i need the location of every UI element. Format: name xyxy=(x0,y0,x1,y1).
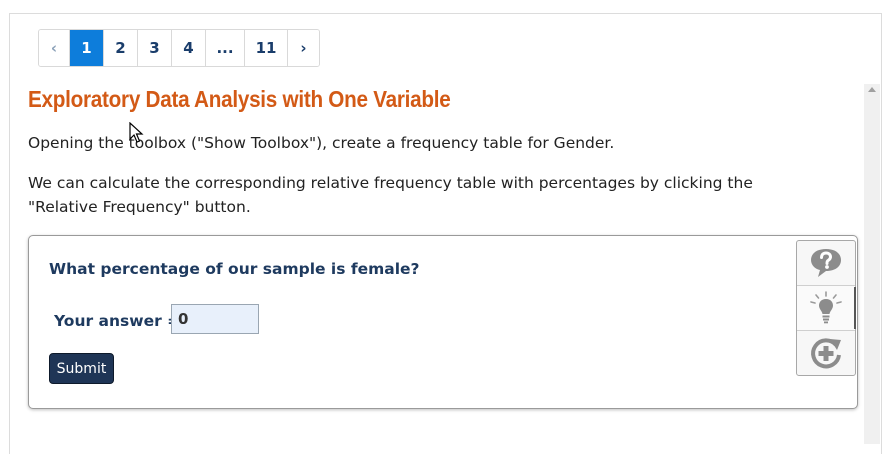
question-box: What percentage of our sample is female?… xyxy=(28,235,858,409)
page-3-button[interactable]: 3 xyxy=(138,30,172,66)
submit-button[interactable]: Submit xyxy=(49,353,114,384)
retry-button[interactable] xyxy=(797,331,855,375)
question-tools-panel xyxy=(796,240,856,376)
answer-label: Your answer = xyxy=(54,312,181,330)
page-4-button[interactable]: 4 xyxy=(172,30,206,66)
mouse-cursor-icon xyxy=(129,122,144,143)
page-1-button[interactable]: 1 xyxy=(70,30,104,66)
instruction-paragraph-1: Opening the toolbox ("Show Toolbox"), cr… xyxy=(28,134,615,152)
page-11-button[interactable]: 11 xyxy=(245,30,288,66)
page-2-button[interactable]: 2 xyxy=(104,30,138,66)
help-icon xyxy=(811,249,841,277)
pagination: ‹ 1 2 3 4 ... 11 › xyxy=(38,29,320,67)
page-ellipsis: ... xyxy=(206,30,245,66)
prev-page-button[interactable]: ‹ xyxy=(39,30,70,66)
next-page-button[interactable]: › xyxy=(288,30,319,66)
instruction-paragraph-2: We can calculate the corresponding relat… xyxy=(28,174,753,216)
vertical-scrollbar[interactable] xyxy=(864,84,880,444)
scroll-up-arrow-icon[interactable] xyxy=(868,87,876,92)
retry-plus-icon xyxy=(811,338,841,369)
answer-input[interactable] xyxy=(171,304,259,334)
lesson-title: Exploratory Data Analysis with One Varia… xyxy=(28,86,451,112)
question-prompt: What percentage of our sample is female? xyxy=(49,260,420,278)
tools-panel-divider xyxy=(854,287,856,329)
hint-lightbulb-icon xyxy=(810,291,842,324)
help-button[interactable] xyxy=(797,241,855,286)
hint-button[interactable] xyxy=(797,286,855,331)
